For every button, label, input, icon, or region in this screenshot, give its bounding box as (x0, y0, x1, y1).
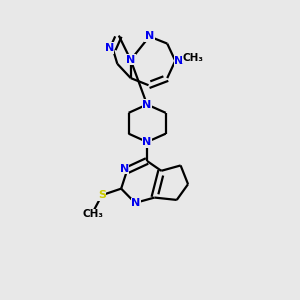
Text: N: N (119, 164, 129, 174)
Text: N: N (131, 199, 141, 208)
Text: N: N (145, 32, 154, 41)
Text: N: N (126, 55, 135, 65)
Text: N: N (142, 100, 152, 110)
Text: CH₃: CH₃ (183, 53, 204, 63)
Text: CH₃: CH₃ (82, 209, 103, 220)
Text: N: N (142, 137, 152, 147)
Text: N: N (174, 56, 184, 66)
Text: S: S (98, 190, 106, 200)
Text: N: N (105, 43, 114, 53)
